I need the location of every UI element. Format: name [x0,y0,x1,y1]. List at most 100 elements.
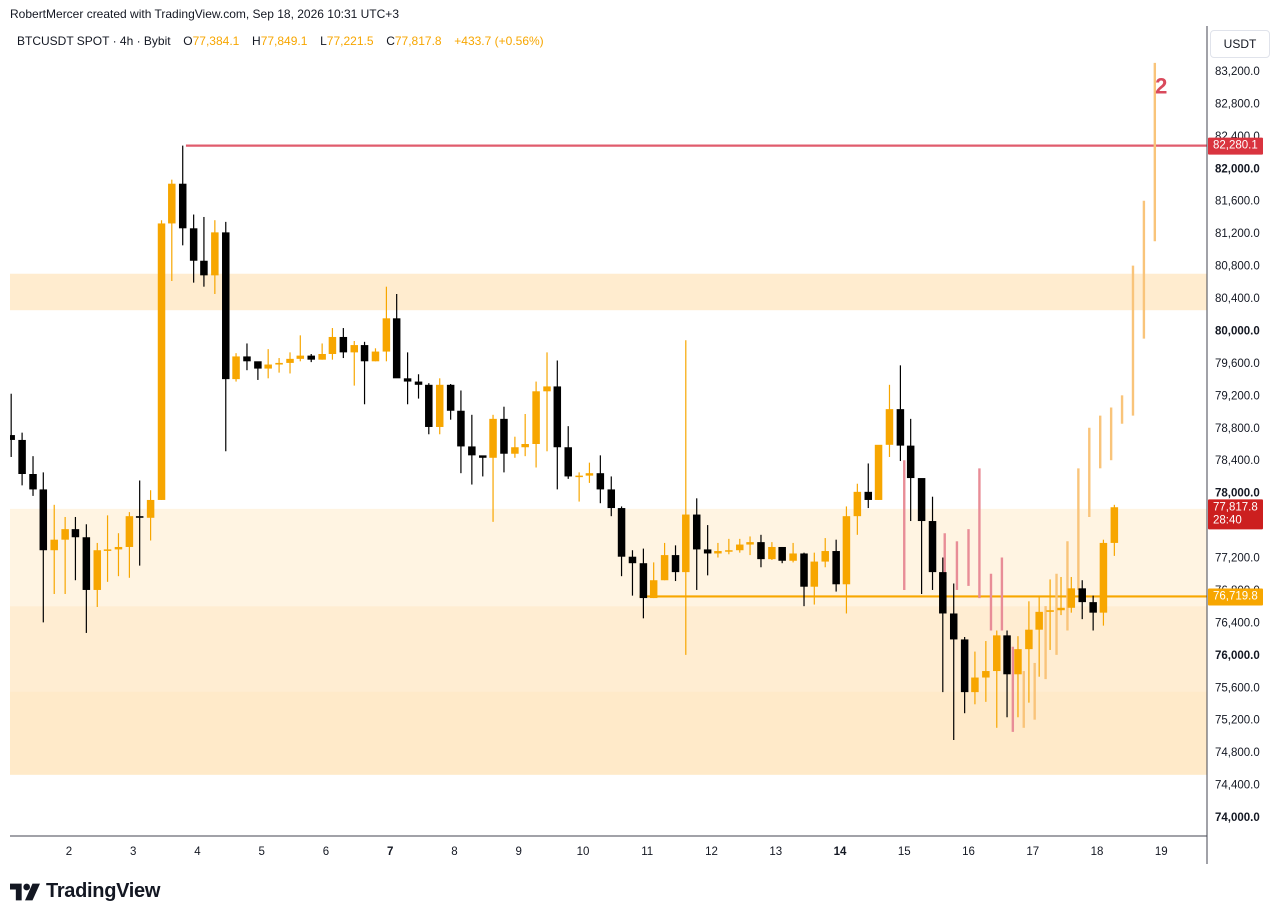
bear-candle [254,361,262,380]
bear-candle [135,480,144,566]
zones-layer [10,273,1207,775]
bull-candle [982,641,990,702]
bull-candle-body [350,345,359,353]
time-tick-label: 2 [66,846,72,858]
bear-candle [1003,630,1011,718]
bull-candle [842,506,851,614]
support-price-tag-text: 76,719.8 [1213,590,1258,602]
bull-candle-body [1014,649,1022,675]
price-tick-label: 80,800.0 [1215,261,1260,273]
bear-candle [800,552,808,607]
price-tick-label: 74,800.0 [1215,747,1260,759]
bear-candle [403,352,412,405]
bear-candle-body [29,474,37,490]
price-tick-label: 80,000.0 [1215,325,1260,337]
bear-candle-body [928,521,937,573]
bear-candle-body [82,537,91,590]
bull-candle-body [993,635,1001,672]
bull-candle [575,472,583,502]
bull-candle [1046,579,1054,650]
tradingview-logo-icon [10,883,40,900]
bull-candle [874,444,883,500]
bear-candle [82,524,91,633]
price-tick-label: 79,600.0 [1215,358,1260,370]
bear-candle [29,456,37,496]
bull-candle [125,512,134,578]
bear-candle [596,455,605,504]
tradingview-logo[interactable]: TradingView [10,880,160,903]
bull-candle [789,542,797,563]
bull-candle-body [318,353,326,360]
bear-candle [906,418,915,522]
bull-candle [211,220,219,294]
bear-candle [960,636,969,714]
bear-candle [896,365,905,462]
high-value: 77,849.1 [260,34,308,48]
bull-candle [275,358,283,373]
bear-candle-body [18,439,26,475]
bull-candle-body [275,362,283,365]
change-value: +433.7 (+0.56%) [454,34,544,48]
candles-layer [10,145,1119,740]
bull-candle-body [1110,507,1119,543]
bear-candle [243,343,251,371]
low-label: L [320,34,327,48]
supply-demand-zone [10,691,1207,775]
chart-canvas[interactable]: 83,200.082,800.082,400.082,000.081,600.0… [10,26,1270,864]
bear-candle [832,539,840,592]
time-tick-label: 9 [516,846,522,858]
bull-candle-body [789,553,797,561]
bear-candle-body [457,410,465,447]
bear-candle-body [178,183,187,229]
bull-candle-body [1099,542,1108,613]
bull-candle-body [971,677,979,693]
bull-candle-body [114,546,123,550]
price-tick-label: 75,600.0 [1215,682,1260,694]
bull-candle [1099,539,1108,626]
symbol-legend[interactable]: BTCUSDT SPOT · 4h · Bybit O77,384.1 H77,… [17,34,544,48]
bear-candle [222,221,230,452]
bull-candle [746,536,754,556]
resistance-price-tag-text: 82,280.1 [1213,140,1258,152]
bear-candle [928,496,937,590]
bear-candle-body [39,489,48,551]
currency-unit-button[interactable]: USDT [1210,30,1270,58]
bull-candle-body [382,318,391,352]
chart-credit: RobertMercer created with TradingView.co… [10,7,399,21]
bull-candle [264,349,272,379]
bull-candle [318,343,326,360]
bull-candle-body [61,529,69,540]
bull-candle [1025,601,1033,703]
bull-candle-body [660,555,669,581]
bull-candle [736,538,744,553]
bear-candle-body [596,473,605,490]
bear-candle-body [189,228,198,261]
bull-candle-body [489,418,497,458]
time-tick-label: 11 [641,846,653,858]
price-tick-label: 78,400.0 [1215,455,1260,467]
bull-candle [350,341,359,386]
bear-candle [628,550,637,596]
bear-candle-body [71,529,80,538]
bear-candle-body [468,446,476,456]
bear-candle [479,455,487,477]
bear-candle [307,353,315,363]
bull-candle-body [211,232,219,276]
bear-candle [939,557,947,693]
bear-candle-body [425,384,433,427]
bull-candle [682,340,690,655]
bull-candle-body [125,516,134,547]
bull-candle [168,179,176,282]
bear-candle-body [628,556,637,564]
bear-candle-body [639,563,648,599]
bull-candle [371,348,380,362]
bear-candle [949,583,958,740]
time-tick-label: 10 [577,846,590,858]
price-tick-label: 76,000.0 [1215,650,1260,662]
levels-layer [185,144,1207,598]
bull-candle [489,414,497,522]
bull-candle [810,552,819,605]
bull-candle-body [543,386,551,392]
bear-candle [864,463,873,509]
bear-candle-body [864,491,873,500]
